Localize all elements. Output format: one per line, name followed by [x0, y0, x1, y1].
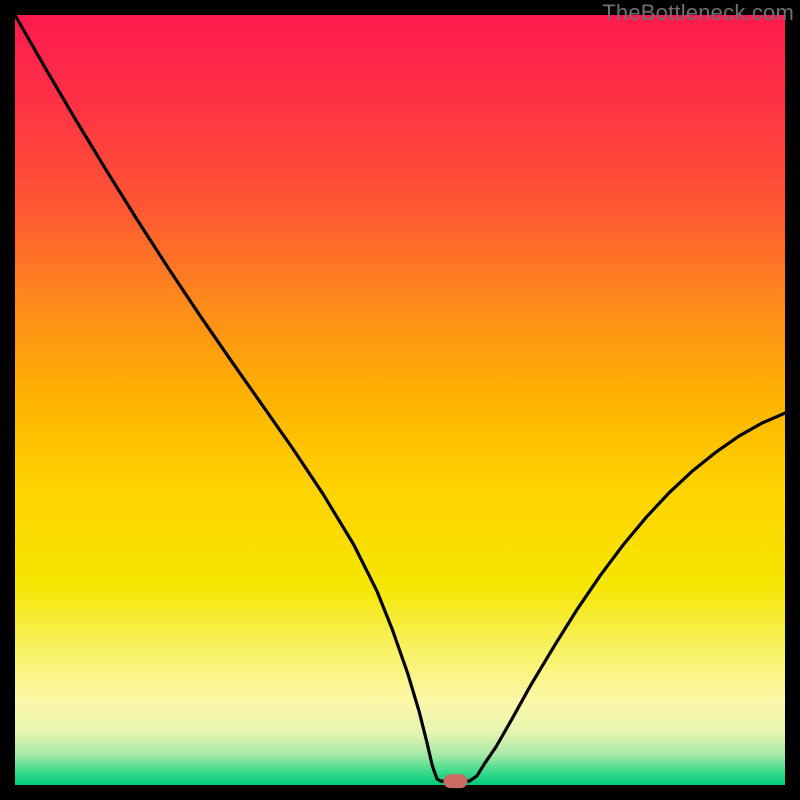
- watermark-label: TheBottleneck.com: [602, 0, 794, 26]
- chart-canvas: [0, 0, 800, 800]
- bottleneck-chart: TheBottleneck.com: [0, 0, 800, 800]
- chart-plot-area: [15, 15, 785, 785]
- bottleneck-marker: [443, 774, 467, 788]
